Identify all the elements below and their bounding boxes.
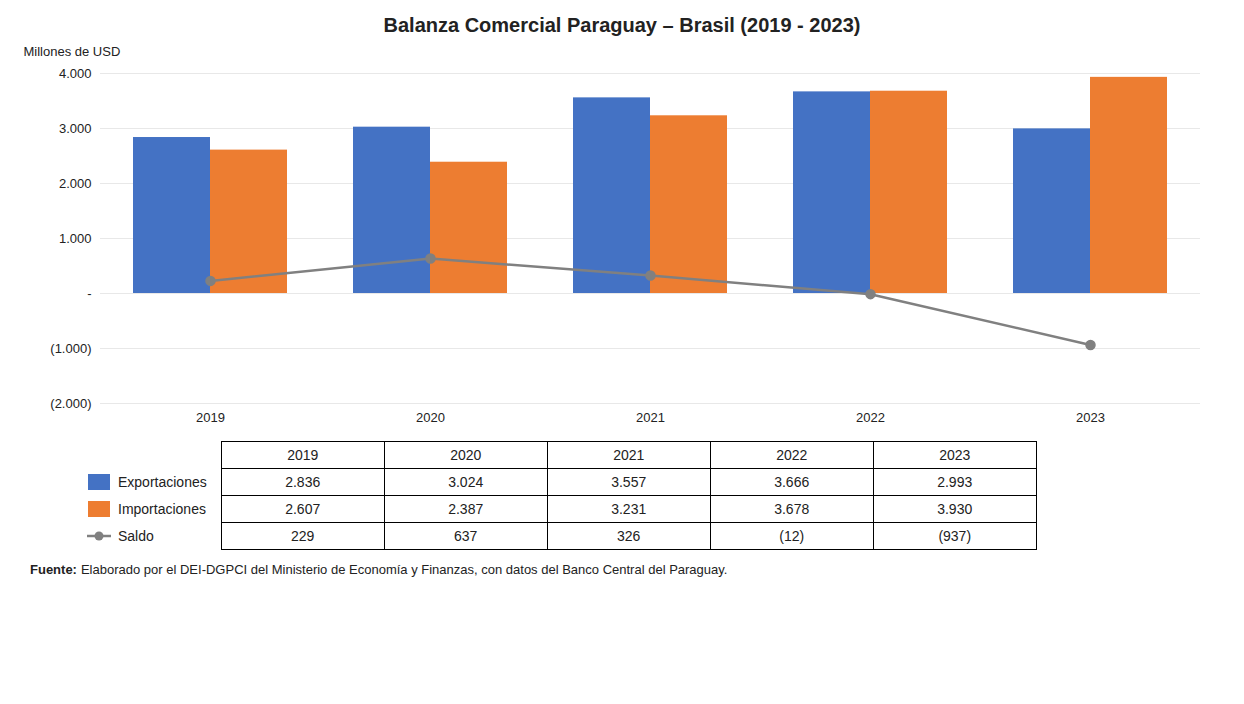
html-text:2022: 2022 bbox=[776, 447, 808, 463]
html-text:3.666: 3.666 bbox=[774, 474, 810, 490]
html-text:326: 326 bbox=[617, 528, 641, 544]
html-text:3.024: 3.024 bbox=[448, 474, 484, 490]
html-text:Importaciones: Importaciones bbox=[118, 501, 206, 518]
svg-text:1.000: 1.000 bbox=[59, 231, 92, 246]
html-text:637: 637 bbox=[454, 528, 478, 544]
svg-text:2021: 2021 bbox=[636, 410, 665, 425]
html-text:2021: 2021 bbox=[613, 447, 645, 463]
html-text:Exportaciones: Exportaciones bbox=[118, 474, 207, 491]
html-text:3.231: 3.231 bbox=[611, 501, 647, 517]
html-text:2.836: 2.836 bbox=[285, 474, 321, 490]
html-text:(12): (12) bbox=[779, 528, 805, 544]
svg-text:4.000: 4.000 bbox=[59, 66, 92, 81]
html-text:Fuente: Elaborado por el DEI-D: Fuente: Elaborado por el DEI-DGPCI del M… bbox=[30, 562, 728, 577]
html-text:3.930: 3.930 bbox=[937, 501, 973, 517]
html-text:2.387: 2.387 bbox=[448, 501, 484, 517]
svg-text:2022: 2022 bbox=[856, 410, 885, 425]
html-text:Saldo: Saldo bbox=[118, 528, 154, 545]
html-text:229: 229 bbox=[291, 528, 315, 544]
html-text:2.607: 2.607 bbox=[285, 501, 321, 517]
html-text:2020: 2020 bbox=[450, 447, 482, 463]
svg-text:Millones de USD: Millones de USD bbox=[24, 44, 121, 59]
html-text:Balanza Comercial Paraguay – B: Balanza Comercial Paraguay – Brasil (201… bbox=[383, 14, 861, 36]
svg-text:(2.000): (2.000) bbox=[50, 396, 91, 411]
svg-text:-: - bbox=[87, 286, 91, 301]
html-text:2019: 2019 bbox=[287, 447, 319, 463]
html-text:2.993: 2.993 bbox=[937, 474, 973, 490]
html-text:3.557: 3.557 bbox=[611, 474, 647, 490]
html-text:3.678: 3.678 bbox=[774, 501, 810, 517]
html-text:(937): (937) bbox=[938, 528, 972, 544]
svg-text:2019: 2019 bbox=[196, 410, 225, 425]
svg-text:2020: 2020 bbox=[416, 410, 445, 425]
html-text:2023: 2023 bbox=[939, 447, 971, 463]
svg-text:2.000: 2.000 bbox=[59, 176, 92, 191]
svg-text:(1.000): (1.000) bbox=[50, 341, 91, 356]
svg-text:2023: 2023 bbox=[1076, 410, 1105, 425]
svg-text:3.000: 3.000 bbox=[59, 121, 92, 136]
